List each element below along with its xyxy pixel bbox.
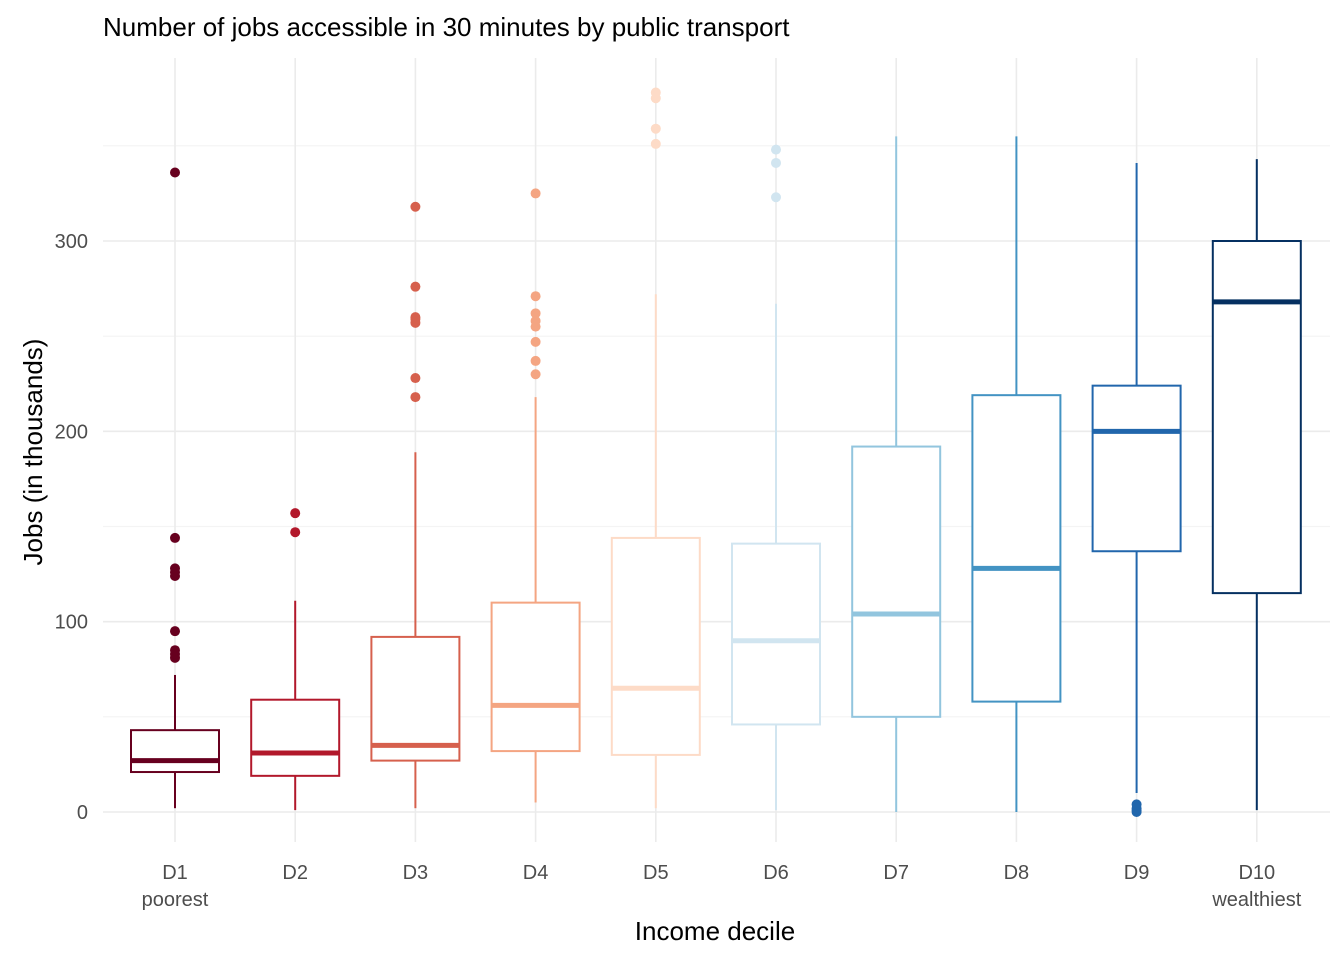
outlier-point [290, 508, 301, 519]
y-tick-label: 300 [55, 231, 88, 253]
iqr-box [130, 729, 220, 774]
outlier-point [530, 315, 541, 326]
x-tick-label: D7 [883, 862, 909, 884]
x-axis-title: Income decile [635, 916, 795, 946]
box-d1 [130, 167, 220, 809]
outlier-point [410, 373, 421, 384]
outlier-point [410, 312, 421, 323]
chart-title: Number of jobs accessible in 30 minutes … [103, 12, 790, 42]
box-d7 [851, 136, 942, 812]
x-tick-label: D2 [282, 862, 308, 884]
iqr-box [851, 445, 942, 718]
box-d5 [610, 87, 701, 809]
outlier-point [530, 355, 541, 366]
axes: 0 100 200 300 D1 poorest D2 D3 D4 D5 D6 D7 D8 D9 D10 we… [55, 231, 1302, 911]
iqr-box [250, 698, 341, 777]
iqr-box [610, 536, 701, 756]
outlier-point [771, 144, 781, 155]
outlier-point [410, 201, 421, 212]
box-d4 [490, 188, 581, 803]
x-tick-sublabel: wealthiest [1211, 889, 1301, 911]
y-tick-label: 100 [55, 612, 88, 634]
x-tick-label: D9 [1124, 862, 1150, 884]
y-tick-label: 200 [55, 421, 88, 443]
outlier-point [530, 308, 541, 319]
box-d8 [971, 136, 1062, 812]
x-tick-label: D8 [1004, 862, 1030, 884]
box-d9 [1091, 162, 1182, 817]
iqr-box [1211, 240, 1302, 595]
x-tick-label: D5 [643, 862, 669, 884]
outlier-point [530, 188, 541, 199]
x-tick-sublabel: poorest [142, 889, 209, 911]
outlier-point [170, 626, 180, 637]
outlier-point [771, 157, 781, 168]
outlier-point [290, 527, 301, 538]
outlier-point [650, 87, 661, 98]
box-d2 [250, 508, 341, 811]
x-tick-label: D3 [403, 862, 429, 884]
outlier-point [410, 392, 421, 403]
iqr-box [1091, 384, 1182, 553]
iqr-box [370, 635, 461, 762]
outlier-point [530, 336, 541, 347]
boxes [130, 87, 1302, 817]
iqr-box [971, 394, 1062, 703]
outlier-point [650, 138, 661, 149]
outlier-point [410, 281, 421, 292]
outlier-point [170, 532, 180, 543]
iqr-box [731, 542, 821, 726]
outlier-point [1131, 799, 1142, 810]
box-d6 [731, 144, 821, 811]
y-tick-label: 0 [77, 802, 88, 824]
x-tick-label: D4 [523, 862, 549, 884]
outlier-point [650, 123, 661, 134]
iqr-box [490, 601, 581, 753]
outlier-point [530, 369, 541, 380]
x-tick-label: D6 [763, 862, 789, 884]
outlier-point [530, 291, 541, 302]
x-tick-label: D1 [162, 862, 188, 884]
x-tick-label: D10 [1238, 862, 1275, 884]
box-d3 [370, 201, 461, 809]
outlier-point [771, 192, 781, 203]
outlier-point [170, 563, 180, 574]
box-d10 [1211, 159, 1302, 811]
outlier-point [170, 645, 180, 656]
y-axis-title: Jobs (in thousands) [18, 339, 48, 566]
outlier-point [170, 167, 180, 178]
